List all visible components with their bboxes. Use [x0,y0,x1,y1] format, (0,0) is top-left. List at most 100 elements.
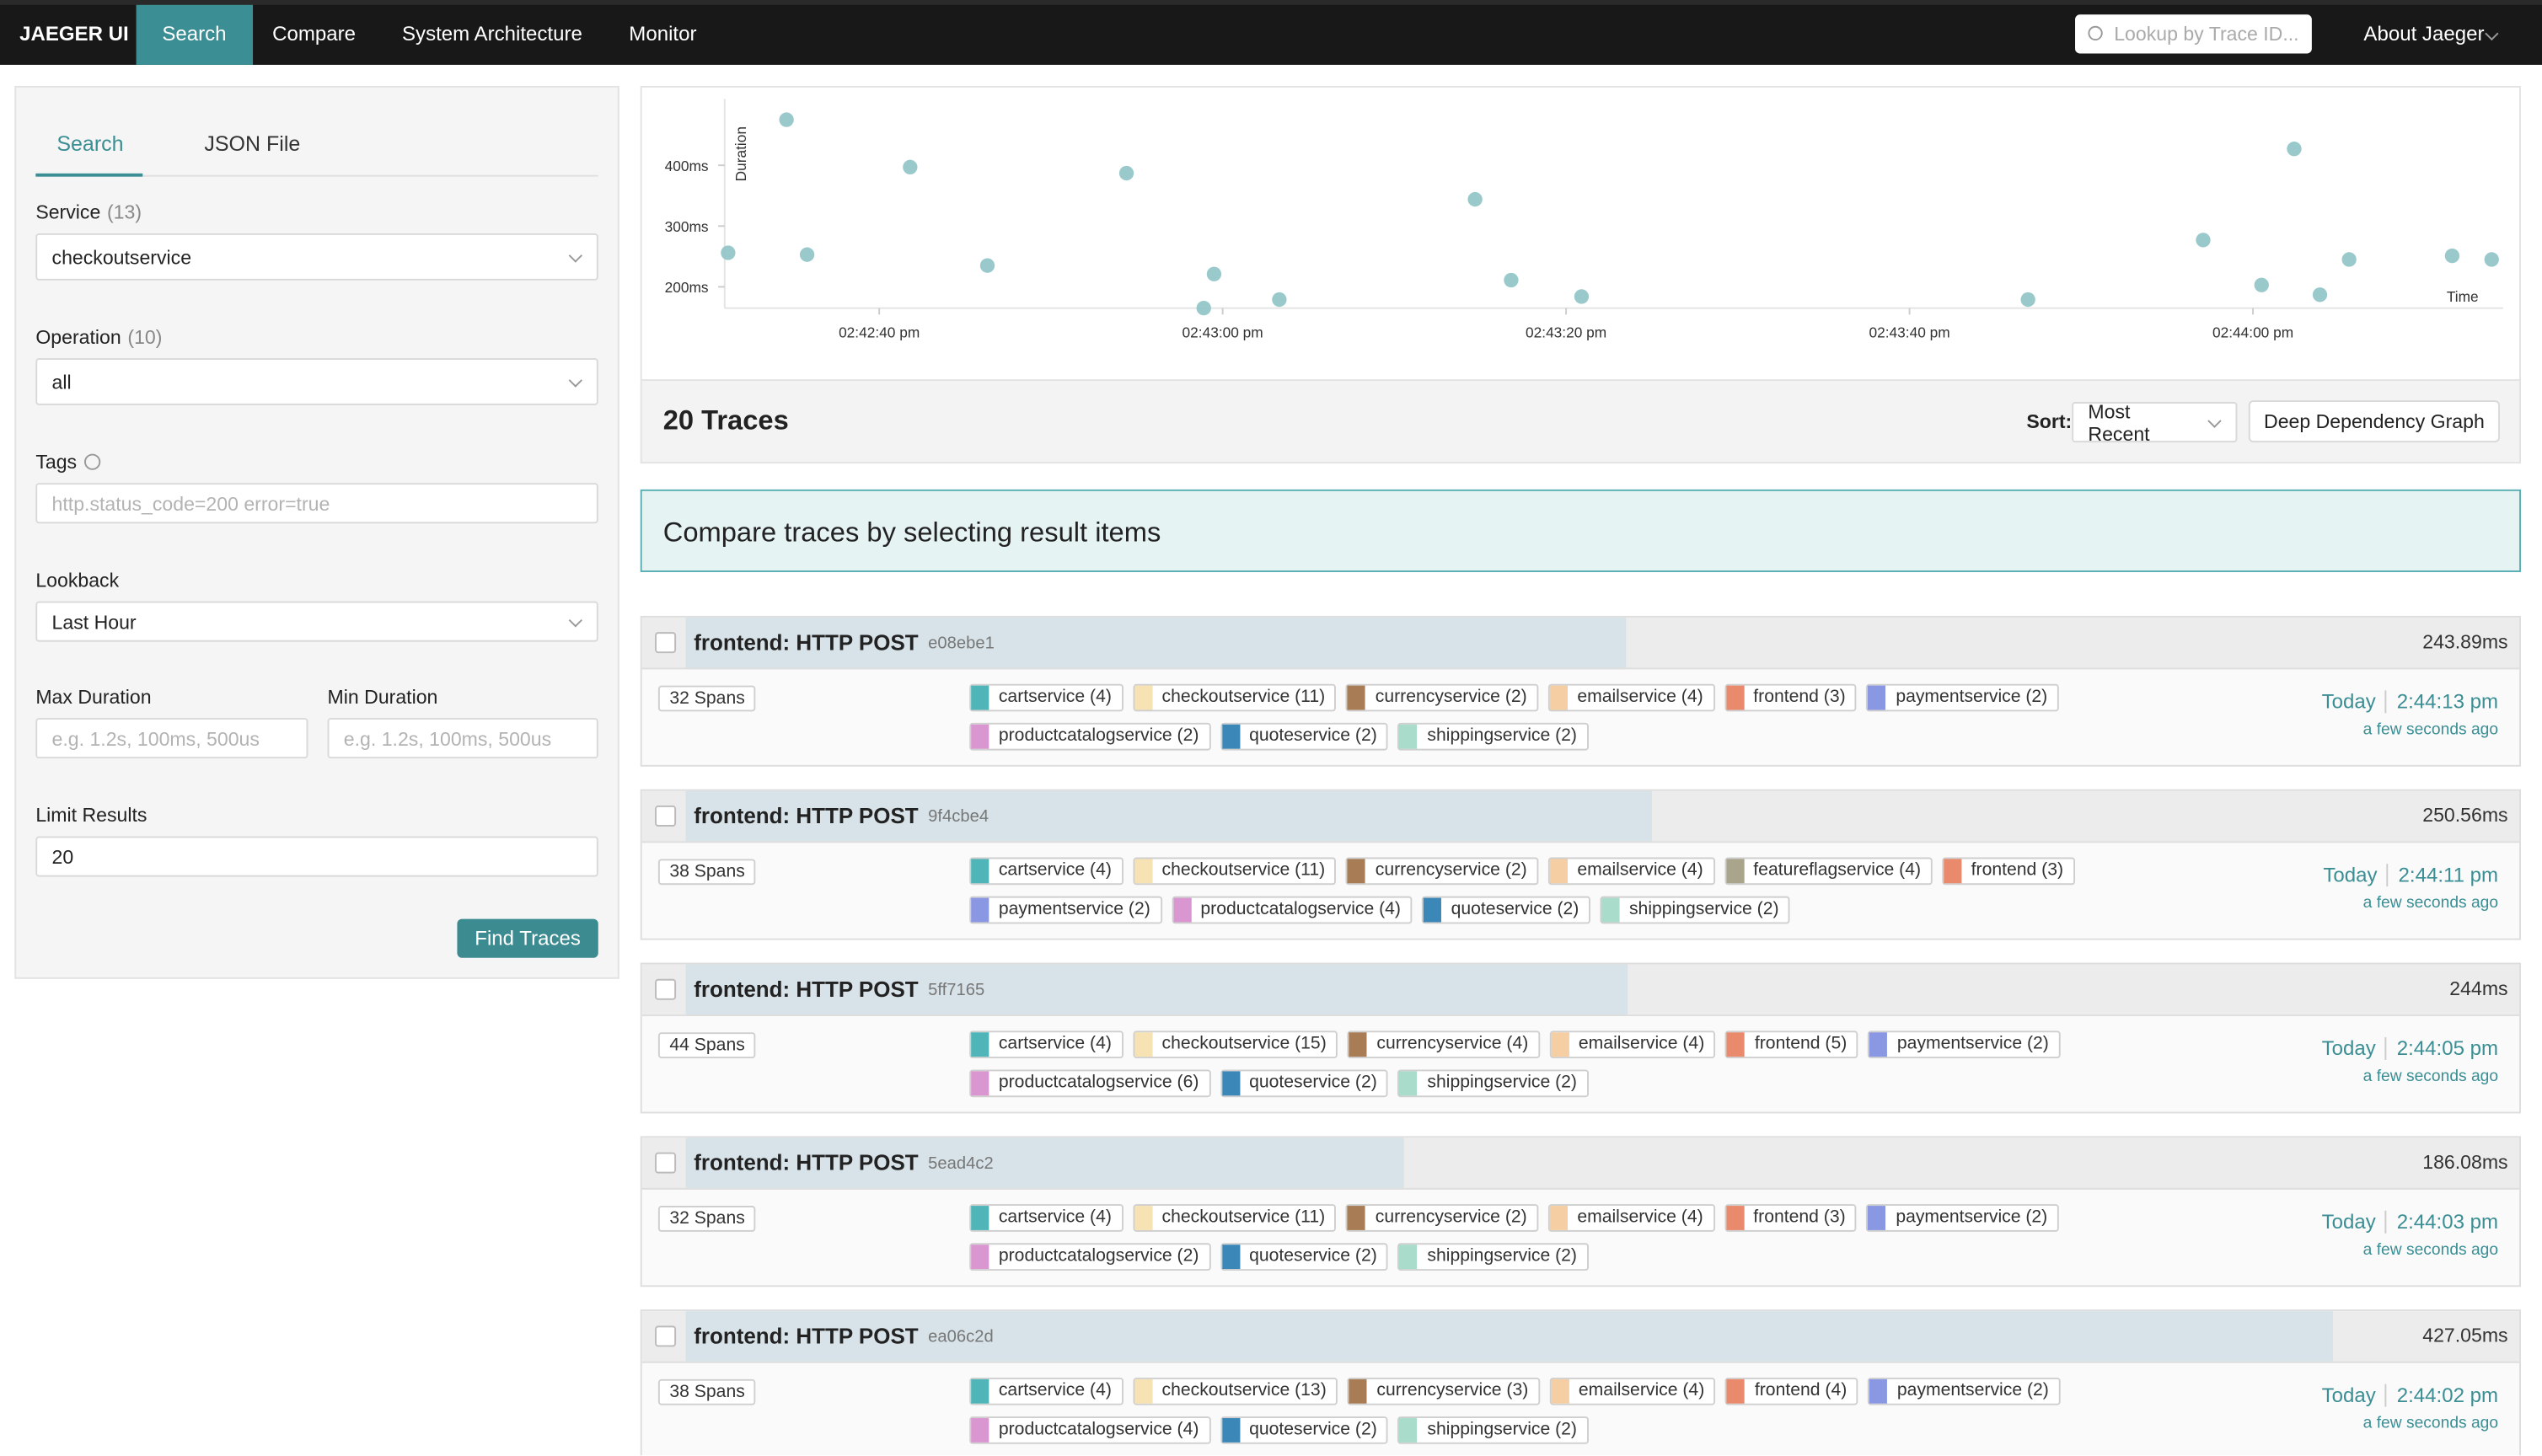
trace-point [2342,252,2357,266]
brand[interactable]: JAEGER UI [19,5,129,65]
service-tag: productcatalogservice (4) [1172,897,1413,924]
select-checkbox[interactable] [655,806,676,827]
field-label: Lookback [35,569,119,592]
service-tag: frontend (4) [1725,1378,1858,1405]
trace-duration: 244ms [2449,964,2507,1014]
field-label: Operation(10) [35,326,162,349]
trace-item: frontend: HTTP POSTea06c2d427.05ms38 Spa… [641,1309,2521,1455]
y-axis-title: Duration [732,126,749,181]
service-label: emailservice (4) [1568,859,1713,883]
service-color [971,859,989,883]
service-label: checkoutservice (11) [1152,859,1335,883]
nav-tab[interactable]: System Architecture [402,5,582,65]
select-checkbox[interactable] [655,1153,676,1174]
compare-banner: Compare traces by selecting result items [641,490,2521,572]
limit-input[interactable]: 20 [35,837,598,877]
trace-day: Today [2322,690,2388,713]
service-label: currencyservice (2) [1365,686,1536,710]
trace-clock: 2:44:11 pm [2389,864,2498,886]
trace-day: Today [2323,864,2389,886]
service-label: frontend (3) [1744,686,1855,710]
nav-tab[interactable]: Monitor [629,5,696,65]
service-color [971,1418,989,1443]
service-label: quoteservice (2) [1240,1245,1387,1269]
trace-item: frontend: HTTP POSTe08ebe1243.89ms32 Spa… [641,616,2521,767]
help-icon[interactable] [85,454,101,470]
lookback-select[interactable]: Last Hour [35,602,598,642]
top-nav: JAEGER UI Search Compare System Architec… [0,0,2542,65]
service-label: featureflagservice (4) [1744,859,1931,883]
select-checkbox[interactable] [655,632,676,653]
service-color [1551,1032,1569,1057]
trace-header[interactable]: frontend: HTTP POST 5ead4c2 186.08ms [642,1138,2519,1190]
compare-text: Compare traces by selecting result items [663,517,1161,549]
trace-title[interactable]: frontend: HTTP POST [694,1151,918,1175]
service-color [971,1032,989,1057]
service-color [1726,686,1744,710]
select-checkbox[interactable] [655,1325,676,1346]
service-color [1727,1032,1745,1057]
trace-point [2196,233,2210,247]
min-duration-input[interactable]: e.g. 1.2s, 100ms, 500us [328,718,598,758]
trace-id: 9f4cbe4 [928,806,989,826]
trace-header[interactable]: frontend: HTTP POSTe08ebe1243.89ms [642,618,2519,670]
service-color [1134,859,1152,883]
trace-point [1119,166,1134,180]
max-duration-input[interactable]: e.g. 1.2s, 100ms, 500us [35,718,308,758]
trace-time: Today2:44:02 pm [2322,1384,2498,1407]
operation-select[interactable]: all [35,358,598,405]
find-traces-button[interactable]: Find Traces [457,919,598,958]
service-color [1134,1032,1152,1057]
y-tick-label: 300ms [665,218,709,235]
service-label: cartservice (4) [989,859,1121,883]
service-color [1221,725,1239,749]
panel-tab[interactable]: JSON File [204,131,300,156]
trace-title[interactable]: frontend: HTTP POST [694,977,918,1002]
trace-lookup[interactable]: Lookup by Trace ID... [2075,14,2312,53]
trace-title-row: frontend: HTTP POST 9f4cbe4 [694,791,989,842]
service-color [971,1206,989,1230]
select-checkbox[interactable] [655,979,676,1000]
trace-header[interactable]: frontend: HTTP POST5ff7165244ms [642,964,2519,1016]
trace-title[interactable]: frontend: HTTP POST [694,804,918,828]
x-tick-label: 02:44:00 pm [2212,324,2293,340]
service-tag: frontend (5) [1725,1030,1858,1058]
trace-ago: a few seconds ago [2363,1241,2498,1259]
service-color [1221,1418,1239,1443]
service-tag: currencyservice (4) [1348,1030,1540,1058]
service-tags: cartservice (4)checkoutservice (11)curre… [969,858,2104,924]
nav-tab[interactable]: Search [137,5,253,65]
trace-header[interactable]: frontend: HTTP POST9f4cbe4250.56ms [642,791,2519,843]
trace-header[interactable]: frontend: HTTP POSTea06c2d427.05ms [642,1311,2519,1363]
sort-select[interactable]: Most Recent [2072,402,2237,442]
trace-duration: 243.89ms [2422,618,2507,668]
trace-point [721,245,735,260]
trace-duration: 186.08ms [2422,1138,2507,1188]
service-tag: featureflagservice (4) [1724,858,1933,886]
service-tag: cartservice (4) [969,858,1123,886]
service-label: cartservice (4) [989,1032,1121,1057]
service-color [1944,859,1961,883]
service-label: checkoutservice (13) [1152,1379,1336,1404]
results-header: 20 Traces Sort: Most Recent Deep Depende… [641,381,2521,463]
tags-input[interactable]: http.status_code=200 error=true [35,483,598,523]
trace-title[interactable]: frontend: HTTP POST [694,630,918,655]
trace-title-row: frontend: HTTP POSTea06c2d [694,1311,993,1362]
trace-point [1272,292,1286,307]
about-menu[interactable]: About Jaeger [2363,5,2513,65]
trace-point [1504,273,1518,287]
trace-id: 5ead4c2 [928,1154,994,1173]
service-color [1400,1418,1418,1443]
nav-tab[interactable]: Compare [272,5,356,65]
service-select[interactable]: checkoutservice [35,233,598,281]
service-label: paymentservice (2) [1887,1379,2058,1404]
trace-point [1207,267,1221,281]
panel-tab[interactable]: Search [56,131,123,156]
field-label: Tags [35,451,101,474]
service-label: paymentservice (2) [1886,686,2057,710]
deep-dependency-button[interactable]: Deep Dependency Graph [2249,400,2500,442]
trace-title[interactable]: frontend: HTTP POST [694,1324,918,1348]
trace-day: Today [2322,1211,2388,1234]
service-tag: emailservice (4) [1548,684,1714,712]
service-label: checkoutservice (11) [1152,686,1335,710]
